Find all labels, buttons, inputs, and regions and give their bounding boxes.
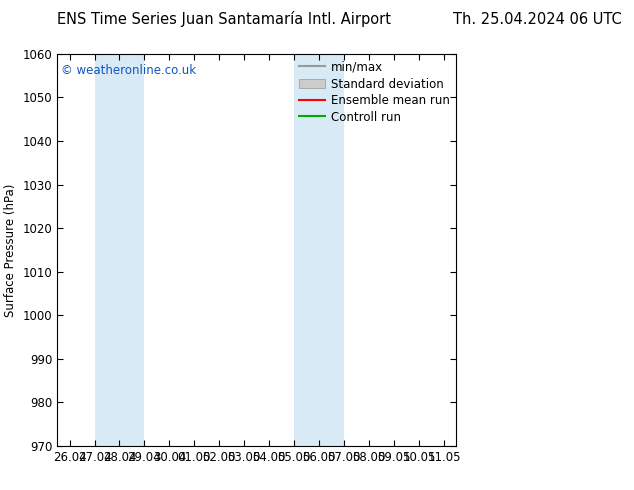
Bar	[94, 54, 145, 446]
Text: ENS Time Series Juan Santamaría Intl. Airport: ENS Time Series Juan Santamaría Intl. Ai…	[57, 11, 391, 27]
Text: © weatheronline.co.uk: © weatheronline.co.uk	[61, 64, 196, 77]
Text: Th. 25.04.2024 06 UTC: Th. 25.04.2024 06 UTC	[453, 12, 621, 27]
Bar	[294, 54, 344, 446]
Legend: min/max, Standard deviation, Ensemble mean run, Controll run: min/max, Standard deviation, Ensemble me…	[294, 56, 454, 128]
Y-axis label: Surface Pressure (hPa): Surface Pressure (hPa)	[4, 183, 17, 317]
